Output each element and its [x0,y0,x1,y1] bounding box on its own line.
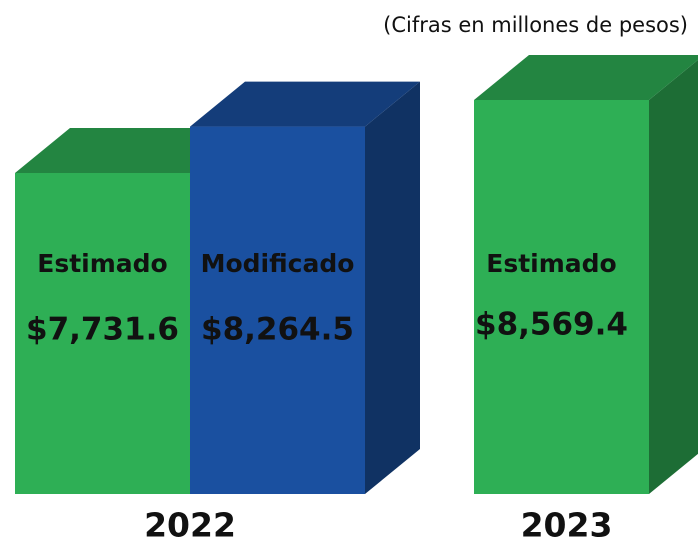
bar [474,100,649,494]
x-tick-label: 2023 [521,506,613,545]
bar [15,173,190,494]
bar [190,126,365,495]
x-tick-label: 2022 [144,506,236,545]
value-label: $8,569.4 [475,307,628,343]
bar-side [649,59,698,494]
chart-subtitle: (Cifras en millones de pesos) [383,13,688,37]
bar-label: Modificado [201,249,355,278]
bar-label: Estimado [486,249,616,278]
bar-top [190,81,420,127]
bar-top [474,55,698,100]
value-label: $7,731.6 [26,312,179,348]
bar-label: Estimado [37,249,167,278]
bar-top [15,128,245,173]
value-label: $8,264.5 [201,312,354,348]
bar-side [365,81,420,495]
